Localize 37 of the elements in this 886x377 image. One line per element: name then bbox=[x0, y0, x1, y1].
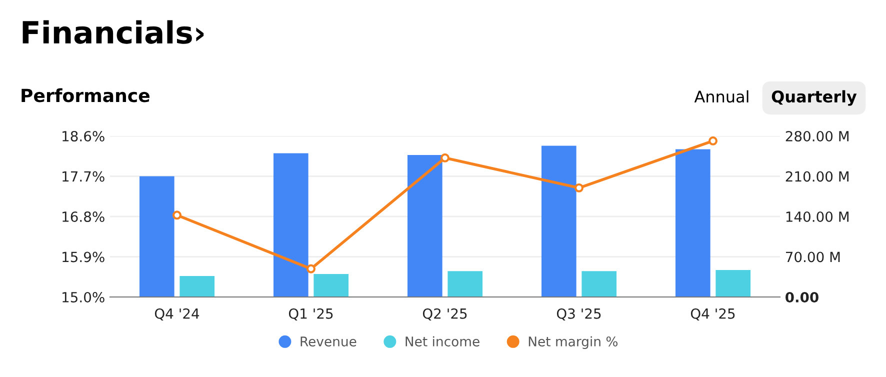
x-tick-label: Q1 '25 bbox=[288, 308, 333, 320]
y2-tick-label: 0.00 bbox=[786, 292, 818, 302]
chart-title: Financials› bbox=[22, 20, 204, 44]
legend-label: Revenue bbox=[300, 336, 356, 346]
point bbox=[440, 153, 450, 162]
bar bbox=[716, 270, 751, 297]
point bbox=[306, 264, 316, 274]
chart-subtitle: Performance bbox=[22, 88, 150, 102]
x-tick-label: Q3 '25 bbox=[556, 308, 601, 320]
point bbox=[574, 183, 584, 192]
text: Quarterly bbox=[772, 90, 857, 106]
legend-label: Net margin % bbox=[528, 336, 618, 350]
bar bbox=[314, 274, 349, 297]
bar bbox=[139, 176, 174, 297]
bar bbox=[582, 271, 617, 297]
point bbox=[172, 210, 182, 220]
x-tick-label: Q2 '25 bbox=[422, 308, 467, 320]
bar bbox=[675, 149, 710, 297]
y-tick-label: 15.9% bbox=[62, 252, 104, 262]
y-tick-label: 17.7% bbox=[62, 171, 104, 182]
y-tick-label: 15.0% bbox=[62, 292, 104, 302]
bar bbox=[448, 271, 483, 297]
x-tick-label: Q4 '24 bbox=[154, 308, 200, 320]
x-tick-label: Q4 '25 bbox=[690, 308, 735, 320]
bar bbox=[180, 276, 215, 297]
bar bbox=[541, 146, 576, 297]
y-tick-label: 18.6% bbox=[62, 130, 104, 142]
y2-tick-label: 140.00 M bbox=[786, 211, 848, 222]
legend-label: Net income bbox=[406, 336, 480, 346]
text: Annual bbox=[694, 90, 748, 103]
y-tick-label: 16.8% bbox=[62, 211, 104, 222]
y2-tick-label: 210.00 M bbox=[786, 171, 848, 182]
bar bbox=[407, 154, 442, 297]
y2-tick-label: 280.00 M bbox=[786, 130, 848, 142]
bar bbox=[273, 153, 308, 297]
point bbox=[708, 136, 718, 146]
y2-tick-label: 70.00 M bbox=[786, 252, 840, 262]
